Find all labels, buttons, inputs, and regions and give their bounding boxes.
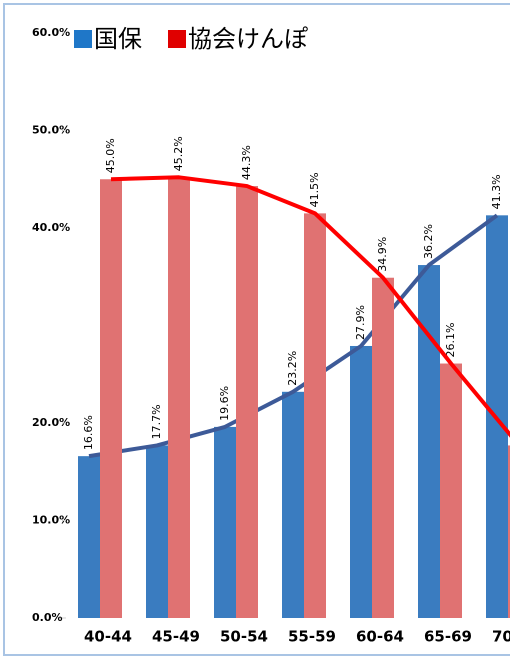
bar xyxy=(146,445,168,618)
bar xyxy=(418,265,440,618)
bar xyxy=(508,445,510,618)
value-label: 41.5% xyxy=(308,172,321,207)
bar xyxy=(78,456,100,618)
value-label: 36.2% xyxy=(422,224,435,259)
y-tick-label: 50.0% xyxy=(32,124,70,137)
legend-label: 国保 xyxy=(94,25,142,53)
legend-swatch xyxy=(168,30,186,48)
value-label: 44.3% xyxy=(240,145,253,180)
value-label: 26.1% xyxy=(444,323,457,358)
legend-swatch xyxy=(74,30,92,48)
bar xyxy=(350,345,372,618)
x-tick-label: 45-49 xyxy=(152,628,200,646)
value-label: 17.7% xyxy=(150,404,163,439)
bar xyxy=(282,391,304,618)
y-tick-label: 0.0% xyxy=(32,611,63,624)
legend-label: 協会けんぽ xyxy=(188,25,308,53)
x-tick-label: 65-69 xyxy=(424,628,472,646)
bar xyxy=(304,213,326,618)
value-label: 27.9% xyxy=(354,305,367,340)
value-label: 45.0% xyxy=(104,138,117,173)
value-label: 45.2% xyxy=(172,136,185,171)
y-tick-label: 60.0% xyxy=(32,26,70,39)
value-label: 23.2% xyxy=(286,351,299,386)
bar xyxy=(214,426,236,618)
x-tick-label: 60-64 xyxy=(356,628,404,646)
y-tick-label: 10.0% xyxy=(32,514,70,527)
x-tick-label: 55-59 xyxy=(288,628,336,646)
bar xyxy=(440,363,462,618)
value-label: 41.3% xyxy=(490,174,503,209)
trend-line xyxy=(110,175,510,438)
bar xyxy=(168,177,190,619)
x-tick-label: 70-74 xyxy=(492,628,510,646)
y-tick-label: 20.0% xyxy=(32,416,70,429)
bar xyxy=(236,186,258,618)
x-tick-label: 40-44 xyxy=(84,628,132,646)
bar xyxy=(372,277,394,618)
frame xyxy=(3,3,510,656)
bar xyxy=(100,179,122,618)
value-label: 16.6% xyxy=(82,415,95,450)
trend-line xyxy=(88,213,499,459)
y-tick-label: 40.0% xyxy=(32,221,70,234)
value-label: 34.9% xyxy=(376,237,389,272)
value-label: 19.6% xyxy=(218,386,231,421)
x-tick-label: 50-54 xyxy=(220,628,268,646)
